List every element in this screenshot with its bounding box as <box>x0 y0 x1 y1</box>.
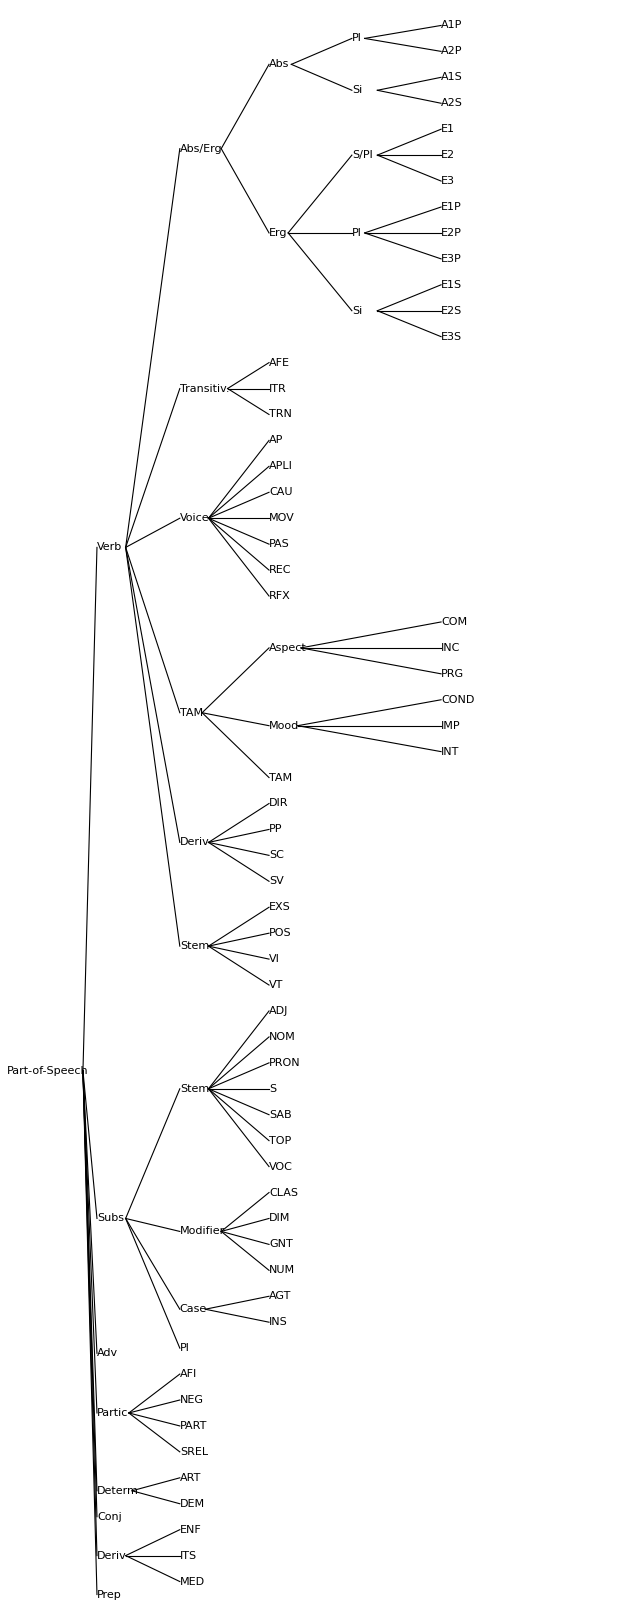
Text: Si: Si <box>352 85 362 95</box>
Text: Part-of-Speech: Part-of-Speech <box>6 1065 88 1077</box>
Text: NUM: NUM <box>269 1265 295 1276</box>
Text: COM: COM <box>441 617 467 627</box>
Text: ADJ: ADJ <box>269 1006 289 1016</box>
Text: MED: MED <box>180 1576 205 1586</box>
Text: AGT: AGT <box>269 1292 291 1302</box>
Text: TOP: TOP <box>269 1136 291 1146</box>
Text: CAU: CAU <box>269 487 292 497</box>
Text: Abs/Erg: Abs/Erg <box>180 143 223 154</box>
Text: APLI: APLI <box>269 461 293 471</box>
Text: ART: ART <box>180 1472 201 1483</box>
Text: EXS: EXS <box>269 902 291 913</box>
Text: GNT: GNT <box>269 1239 292 1249</box>
Text: PRG: PRG <box>441 669 464 678</box>
Text: SC: SC <box>269 850 284 860</box>
Text: ITR: ITR <box>269 384 287 394</box>
Text: VOC: VOC <box>269 1162 293 1172</box>
Text: Modifier: Modifier <box>180 1226 225 1236</box>
Text: Deriv: Deriv <box>180 837 209 847</box>
Text: TAM: TAM <box>269 773 292 783</box>
Text: Pl: Pl <box>352 34 362 43</box>
Text: VI: VI <box>269 955 280 964</box>
Text: POS: POS <box>269 929 292 938</box>
Text: E1S: E1S <box>441 280 462 289</box>
Text: ITS: ITS <box>180 1551 197 1560</box>
Text: ENF: ENF <box>180 1525 202 1535</box>
Text: AP: AP <box>269 435 284 445</box>
Text: Prep: Prep <box>97 1589 122 1599</box>
Text: AFE: AFE <box>269 358 290 368</box>
Text: S: S <box>269 1083 276 1094</box>
Text: NOM: NOM <box>269 1032 296 1041</box>
Text: Si: Si <box>352 305 362 315</box>
Text: Pl: Pl <box>352 228 362 238</box>
Text: REC: REC <box>269 566 292 575</box>
Text: SV: SV <box>269 876 284 887</box>
Text: E2S: E2S <box>441 305 462 315</box>
Text: TAM: TAM <box>180 707 203 718</box>
Text: Stem: Stem <box>180 942 209 951</box>
Text: PAS: PAS <box>269 540 290 550</box>
Text: Subs: Subs <box>97 1213 124 1223</box>
Text: A1P: A1P <box>441 21 463 31</box>
Text: E2P: E2P <box>441 228 462 238</box>
Text: Pl: Pl <box>180 1343 189 1353</box>
Text: Voice: Voice <box>180 513 209 524</box>
Text: E3: E3 <box>441 177 455 186</box>
Text: Determ: Determ <box>97 1486 139 1496</box>
Text: AFI: AFI <box>180 1369 197 1379</box>
Text: Conj: Conj <box>97 1512 122 1522</box>
Text: CLAS: CLAS <box>269 1188 298 1197</box>
Text: INT: INT <box>441 747 460 757</box>
Text: A2P: A2P <box>441 47 463 56</box>
Text: Abs: Abs <box>269 59 289 69</box>
Text: E1: E1 <box>441 124 455 135</box>
Text: Erg: Erg <box>269 228 287 238</box>
Text: MOV: MOV <box>269 513 295 524</box>
Text: VT: VT <box>269 980 284 990</box>
Text: INC: INC <box>441 643 460 652</box>
Text: S/Pl: S/Pl <box>352 149 372 161</box>
Text: COND: COND <box>441 694 474 705</box>
Text: Aspect: Aspect <box>269 643 307 652</box>
Text: PP: PP <box>269 824 282 834</box>
Text: SAB: SAB <box>269 1110 292 1120</box>
Text: Stem: Stem <box>180 1083 209 1094</box>
Text: Partic: Partic <box>97 1408 129 1417</box>
Text: PRON: PRON <box>269 1057 301 1067</box>
Text: Adv: Adv <box>97 1348 118 1358</box>
Text: INS: INS <box>269 1318 288 1327</box>
Text: DEM: DEM <box>180 1499 205 1509</box>
Text: Mood: Mood <box>269 720 300 731</box>
Text: E3P: E3P <box>441 254 462 264</box>
Text: Verb: Verb <box>97 543 122 553</box>
Text: DIR: DIR <box>269 799 289 808</box>
Text: A2S: A2S <box>441 98 463 108</box>
Text: RFX: RFX <box>269 591 291 601</box>
Text: PART: PART <box>180 1421 207 1430</box>
Text: DIM: DIM <box>269 1213 291 1223</box>
Text: Deriv: Deriv <box>97 1551 127 1560</box>
Text: TRN: TRN <box>269 410 292 419</box>
Text: Case: Case <box>180 1305 207 1315</box>
Text: E2: E2 <box>441 149 455 161</box>
Text: NEG: NEG <box>180 1395 204 1405</box>
Text: A1S: A1S <box>441 72 463 82</box>
Text: Transitiv.: Transitiv. <box>180 384 229 394</box>
Text: E1P: E1P <box>441 202 462 212</box>
Text: E3S: E3S <box>441 331 462 342</box>
Text: SREL: SREL <box>180 1446 208 1458</box>
Text: IMP: IMP <box>441 720 461 731</box>
